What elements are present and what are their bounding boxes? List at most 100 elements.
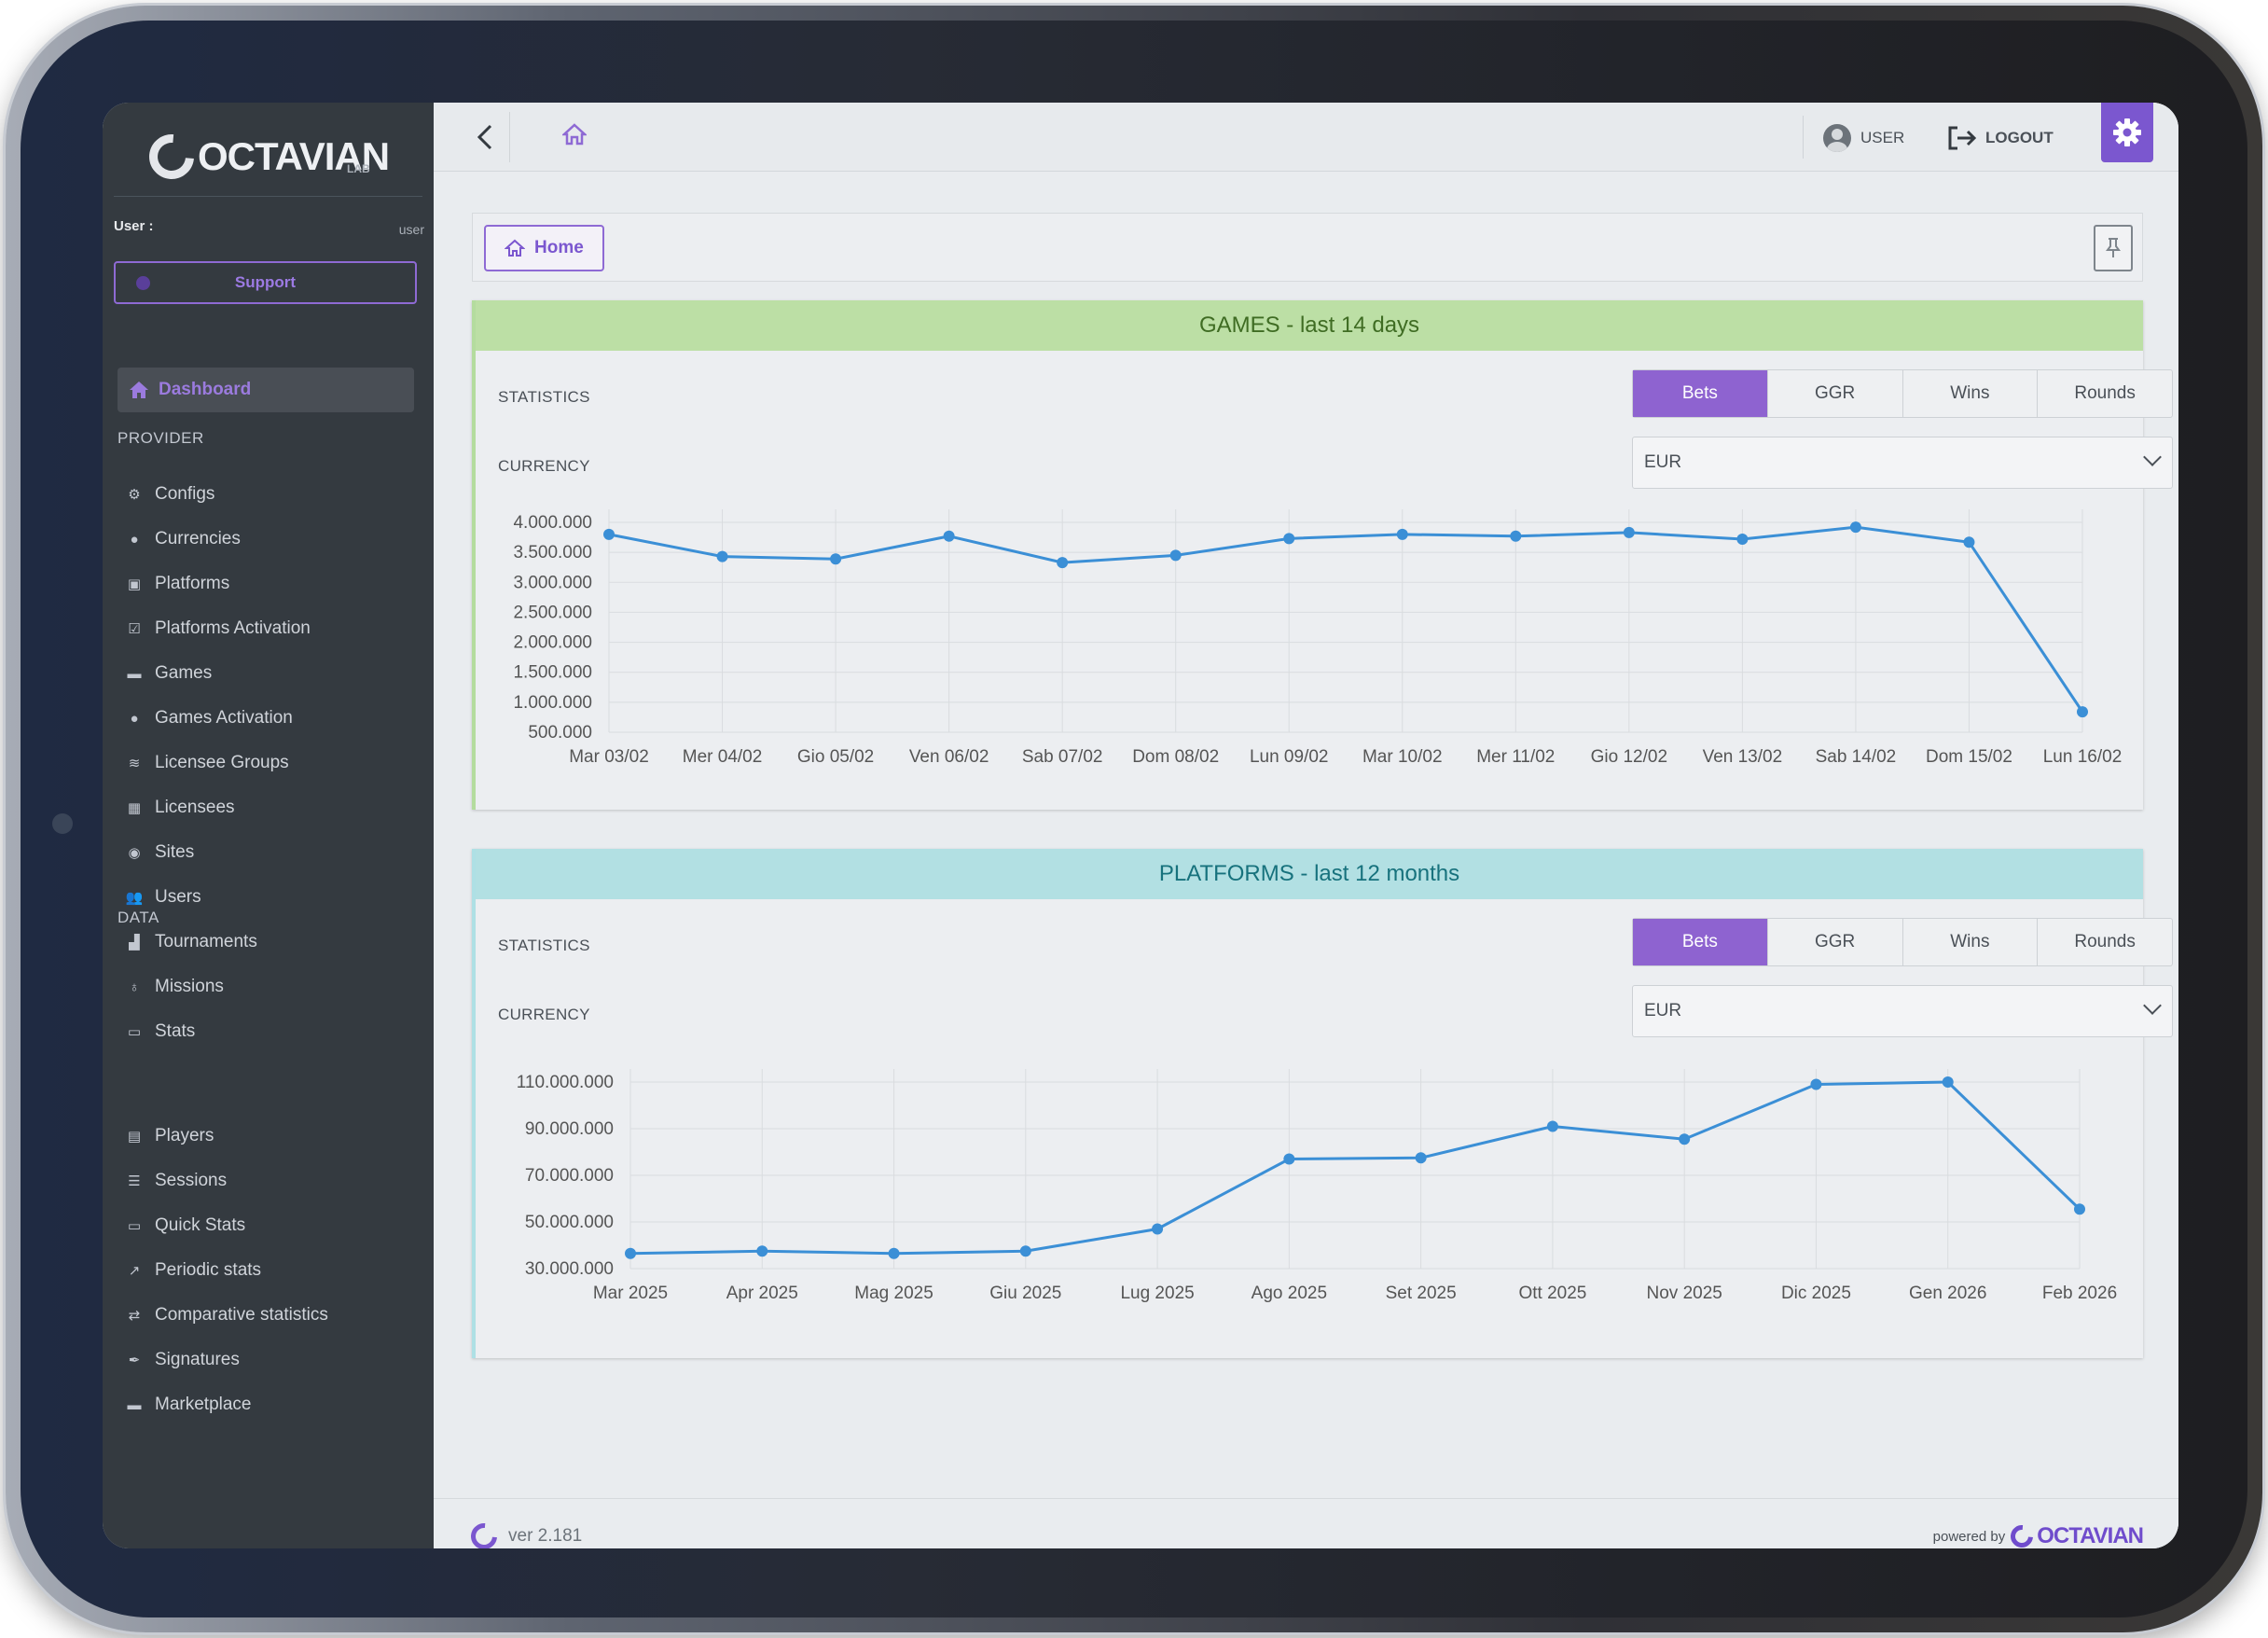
data-point[interactable] — [2077, 706, 2088, 718]
data-point[interactable] — [1169, 549, 1182, 562]
tab-bets[interactable]: Bets — [1633, 370, 1767, 417]
data-point[interactable] — [1396, 528, 1408, 540]
pin-button[interactable] — [2094, 225, 2133, 271]
x-tick-label: Feb 2026 — [2042, 1284, 2117, 1303]
tab-rounds[interactable]: Rounds — [2037, 370, 2172, 417]
octavian-logo[interactable]: OCTAVIAN — [140, 118, 392, 196]
data-point[interactable] — [888, 1247, 900, 1259]
user-menu-label: USER — [1860, 129, 1905, 146]
user-label: User : — [114, 218, 154, 234]
x-tick-label: Mar 2025 — [593, 1284, 668, 1303]
sidebar-item-platforms-activation[interactable]: ☑ Platforms Activation — [125, 615, 311, 643]
data-point[interactable] — [1510, 530, 1522, 542]
data-point[interactable] — [943, 530, 955, 542]
sidebar-item-licensees[interactable]: ▦ Licensees — [125, 794, 235, 822]
sidebar-item-sessions[interactable]: ☰ Sessions — [125, 1167, 227, 1195]
building-icon: ▦ — [127, 800, 142, 816]
sidebar-item-missions[interactable]: ♁ Missions — [125, 973, 224, 1001]
sidebar-item-users[interactable]: 👥 Users — [125, 883, 201, 911]
tab-wins[interactable]: Wins — [1902, 370, 2038, 417]
sidebar-item-games-activation[interactable]: ● Games Activation — [125, 704, 292, 732]
sidebar-item-currencies[interactable]: ● Currencies — [125, 525, 240, 553]
data-point[interactable] — [603, 528, 615, 540]
data-point[interactable] — [1152, 1223, 1164, 1235]
logo-text: OCTAVIAN — [198, 134, 390, 178]
sidebar-item-label: Quick Stats — [155, 1215, 246, 1235]
data-point[interactable] — [1679, 1133, 1691, 1145]
x-tick-label: Set 2025 — [1386, 1284, 1457, 1303]
sidebar-item-label: Platforms — [155, 574, 230, 593]
data-point[interactable] — [1623, 526, 1635, 538]
data-point[interactable] — [830, 553, 842, 565]
back-button[interactable] — [460, 112, 510, 162]
data-point[interactable] — [1736, 534, 1749, 545]
sidebar-item-stats[interactable]: ▭ Stats — [125, 1018, 195, 1046]
sidebar-item-quick-stats[interactable]: ▭ Quick Stats — [125, 1212, 245, 1240]
tab-wins[interactable]: Wins — [1902, 919, 2038, 965]
tab-ggr[interactable]: GGR — [1766, 919, 1902, 965]
breadcrumb-home-button[interactable]: Home — [484, 225, 604, 271]
compass-icon: ◉ — [128, 845, 141, 861]
y-tick-label: 500.000 — [528, 723, 592, 743]
games-stat-tabs: Bets GGR Wins Rounds — [1632, 369, 2173, 418]
data-point[interactable] — [716, 550, 728, 562]
sidebar-item-players[interactable]: ▤ Players — [125, 1122, 214, 1150]
data-point[interactable] — [2074, 1203, 2085, 1215]
data-point[interactable] — [1415, 1152, 1427, 1164]
y-tick-label: 4.000.000 — [513, 513, 592, 533]
sidebar-item-sites[interactable]: ◉ Sites — [125, 839, 194, 867]
data-point[interactable] — [1942, 1076, 1954, 1088]
users-icon: 👥 — [125, 890, 144, 906]
platforms-currency-select[interactable]: EUR — [1632, 985, 2173, 1037]
x-tick-label: Nov 2025 — [1647, 1284, 1722, 1303]
sidebar-item-tournaments[interactable]: ▟ Tournaments — [125, 928, 257, 956]
sidebar-item-label: Sessions — [155, 1171, 228, 1190]
data-point[interactable] — [1057, 557, 1069, 569]
x-tick-label: Dom 15/02 — [1926, 747, 2012, 767]
cogs-icon: ⚙ — [128, 487, 141, 503]
y-tick-label: 30.000.000 — [525, 1259, 614, 1279]
divider — [1803, 116, 1804, 159]
logout-button[interactable]: LOGOUT — [1946, 119, 2054, 157]
data-point[interactable] — [1963, 536, 1975, 548]
sidebar-item-dashboard[interactable]: Dashboard — [118, 368, 414, 412]
powered-brand: OCTAVIAN — [2037, 1523, 2144, 1548]
tab-rounds[interactable]: Rounds — [2037, 919, 2172, 965]
x-tick-label: Mer 11/02 — [1476, 747, 1555, 767]
sidebar-item-marketplace[interactable]: ▬ Marketplace — [125, 1391, 252, 1419]
breadcrumb-home-label: Home — [534, 238, 584, 257]
games-currency-select[interactable]: EUR — [1632, 437, 2173, 489]
data-point[interactable] — [1019, 1245, 1031, 1257]
sidebar-item-licensee-groups[interactable]: ≋ Licensee Groups — [125, 749, 289, 777]
support-button[interactable]: Support — [114, 261, 417, 304]
sidebar-item-configs[interactable]: ⚙ Configs — [125, 480, 214, 508]
support-label: Support — [234, 273, 297, 291]
gear-icon — [2113, 118, 2141, 146]
data-point[interactable] — [1546, 1120, 1558, 1132]
settings-button[interactable] — [2101, 103, 2153, 162]
data-point[interactable] — [1849, 521, 1861, 534]
data-point[interactable] — [1283, 1153, 1295, 1165]
logout-label: LOGOUT — [1985, 129, 2054, 146]
data-point[interactable] — [1810, 1078, 1822, 1090]
data-point[interactable] — [1283, 533, 1295, 545]
powered-by: powered by OCTAVIAN — [1933, 1520, 2144, 1548]
sidebar-item-comparative-statistics[interactable]: ⇄ Comparative statistics — [125, 1301, 328, 1329]
sidebar-item-games[interactable]: ▬ Games — [125, 659, 213, 687]
y-tick-label: 3.500.000 — [513, 543, 592, 562]
tab-bets[interactable]: Bets — [1633, 919, 1767, 965]
sidebar-item-signatures[interactable]: ✒ Signatures — [125, 1346, 240, 1374]
sidebar-item-periodic-stats[interactable]: ↗ Periodic stats — [125, 1256, 261, 1284]
user-menu-button[interactable]: USER — [1823, 119, 1904, 157]
games-line-chart: 4.000.000 3.500.000 3.000.000 2.500.000 2.00… — [513, 509, 2122, 767]
x-tick-label: Mar 03/02 — [569, 747, 649, 767]
tab-ggr[interactable]: GGR — [1766, 370, 1902, 417]
home-nav-button[interactable] — [560, 123, 588, 150]
games-currency-label: CURRENCY — [498, 457, 590, 475]
check-circle-icon: ● — [130, 710, 139, 727]
data-point[interactable] — [625, 1247, 636, 1259]
y-tick-label: 1.000.000 — [513, 693, 592, 713]
avatar-icon — [1823, 124, 1851, 152]
data-point[interactable] — [756, 1245, 768, 1257]
sidebar-item-platforms[interactable]: ▣ Platforms — [125, 570, 229, 598]
